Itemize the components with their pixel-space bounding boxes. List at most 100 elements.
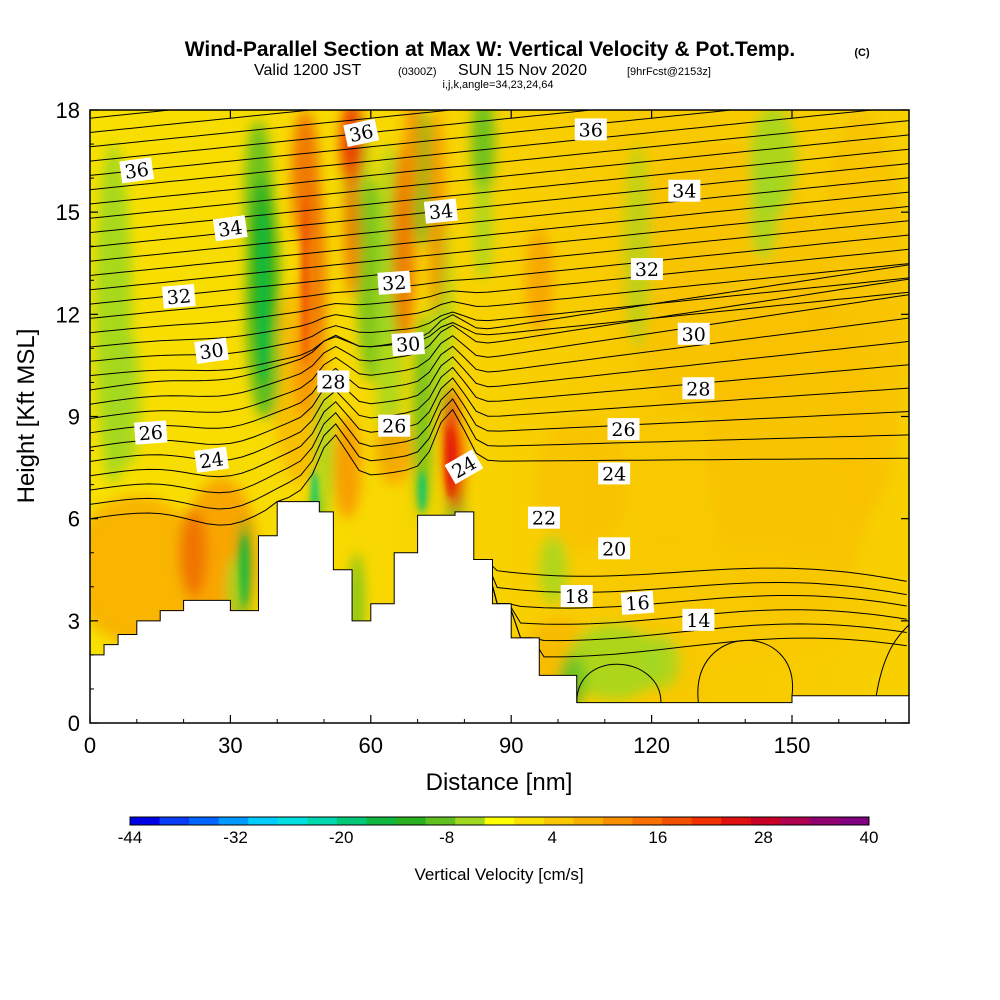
contour-label: 18	[560, 584, 593, 608]
velocity-blob	[412, 314, 432, 519]
contour-label: 36	[343, 118, 380, 147]
colorbar-swatch	[573, 817, 604, 825]
contour-label: 28	[682, 377, 715, 400]
contour-label: 32	[377, 270, 411, 296]
isentrope-line	[90, 110, 456, 148]
isentrope-line	[90, 191, 909, 276]
velocity-blob	[539, 535, 568, 604]
velocity-blob	[642, 634, 680, 689]
y-tick-label: 9	[68, 405, 80, 430]
contour-label-text: 18	[565, 586, 589, 608]
colorbar-tick-label: -32	[223, 828, 248, 847]
contour-label-box	[598, 537, 631, 560]
contour-label: 32	[161, 283, 196, 309]
contour-label-text: 26	[611, 419, 635, 441]
isentrope-line	[90, 291, 909, 377]
contour-label-box	[444, 449, 484, 485]
isentrope-line-low	[473, 559, 907, 658]
contour-label-text: 36	[123, 159, 150, 184]
colorbar-swatch	[218, 817, 249, 825]
colorbar-swatch	[632, 817, 663, 825]
colorbar-tick-label: -20	[329, 828, 354, 847]
isentrope-line	[90, 205, 909, 291]
colorbar-swatch	[780, 817, 811, 825]
contour-label: 36	[119, 157, 155, 184]
contour-label-box	[377, 270, 411, 295]
contour-label: 34	[212, 215, 248, 242]
colorbar-swatch	[248, 817, 279, 825]
velocity-field-detail	[240, 195, 455, 604]
y-tick-label: 0	[68, 711, 80, 736]
colorbar-tick-label: -8	[439, 828, 454, 847]
contour-label: 22	[527, 506, 560, 530]
contour-label: 36	[574, 118, 607, 141]
contour-label-text: 28	[321, 371, 345, 393]
contour-label-text: 28	[686, 378, 710, 400]
isentrope-line	[90, 340, 909, 448]
colorbar-swatch	[662, 817, 693, 825]
isentrope-line	[90, 377, 909, 478]
x-axis: 0 30 60 90 120 150	[84, 110, 887, 758]
velocity-blob	[314, 382, 334, 519]
isentrope-line	[90, 387, 909, 494]
contour-label: 30	[677, 322, 710, 346]
colorbar-swatch	[130, 817, 161, 825]
colorbar-label: Vertical Velocity [cm/s]	[414, 865, 583, 884]
isentrope-line	[90, 134, 909, 219]
velocity-blob	[623, 144, 652, 349]
colorbar-tick-label: -44	[118, 828, 143, 847]
colorbar-swatch	[514, 817, 545, 825]
colorbar-swatch	[543, 817, 574, 825]
contour-label-text: 26	[138, 422, 164, 446]
colorbar-swatch	[691, 817, 722, 825]
x-tick-label: 120	[633, 733, 670, 758]
contour-label-text: 26	[382, 416, 406, 438]
isentrope-line	[90, 248, 909, 334]
contour-label: 16	[620, 590, 655, 616]
contour-label: 34	[668, 179, 701, 203]
contour-label-text: 32	[166, 285, 192, 309]
subtitle-forecast: [9hrFcst@2153z]	[627, 66, 711, 78]
contour-label-text: 32	[635, 259, 659, 281]
contour-label-box	[317, 370, 350, 393]
contour-label-box	[212, 215, 248, 242]
x-tick-label: 150	[774, 733, 811, 758]
subtitle-date: SUN 15 Nov 2020	[458, 62, 587, 79]
contour-label-box	[343, 118, 380, 147]
contour-label: 20	[598, 537, 631, 560]
velocity-blob	[90, 494, 203, 645]
subtitle-utc: (0300Z)	[398, 66, 437, 78]
subtitle-valid: Valid 1200 JST	[254, 62, 362, 79]
colorbar-swatch	[721, 817, 752, 825]
colorbar-swatch	[602, 817, 634, 825]
isentrope-line	[90, 234, 909, 319]
contour-label-box	[161, 283, 196, 309]
colorbar-swatch	[750, 817, 781, 825]
contour-label-box	[423, 198, 458, 224]
x-tick-label: 60	[359, 733, 383, 758]
colorbar-swatch	[425, 817, 456, 825]
velocity-streak	[240, 535, 249, 604]
isentrope-line	[90, 398, 909, 510]
x-axis-label: Distance [nm]	[426, 769, 573, 796]
isentrope-line	[90, 278, 909, 405]
isentrope-line-low	[473, 559, 907, 609]
isentrope-line	[90, 120, 909, 205]
x-tick-label: 0	[84, 733, 96, 758]
isentrope-line	[90, 177, 909, 262]
contour-label: 26	[134, 420, 168, 445]
chart-title: Wind-Parallel Section at Max W: Vertical…	[185, 38, 796, 61]
colorbar-tick-label: 40	[860, 828, 879, 847]
contour-label-box	[677, 322, 710, 345]
contour-label-box	[630, 258, 663, 281]
y-tick-label: 6	[68, 507, 80, 532]
velocity-blob	[113, 331, 142, 468]
contour-label-box	[560, 584, 593, 607]
velocity-streak	[257, 212, 269, 383]
contour-label-box	[391, 331, 425, 357]
contour-label-text: 34	[672, 181, 696, 203]
colorbar-swatch	[336, 817, 367, 825]
y-tick-label: 12	[56, 302, 80, 327]
